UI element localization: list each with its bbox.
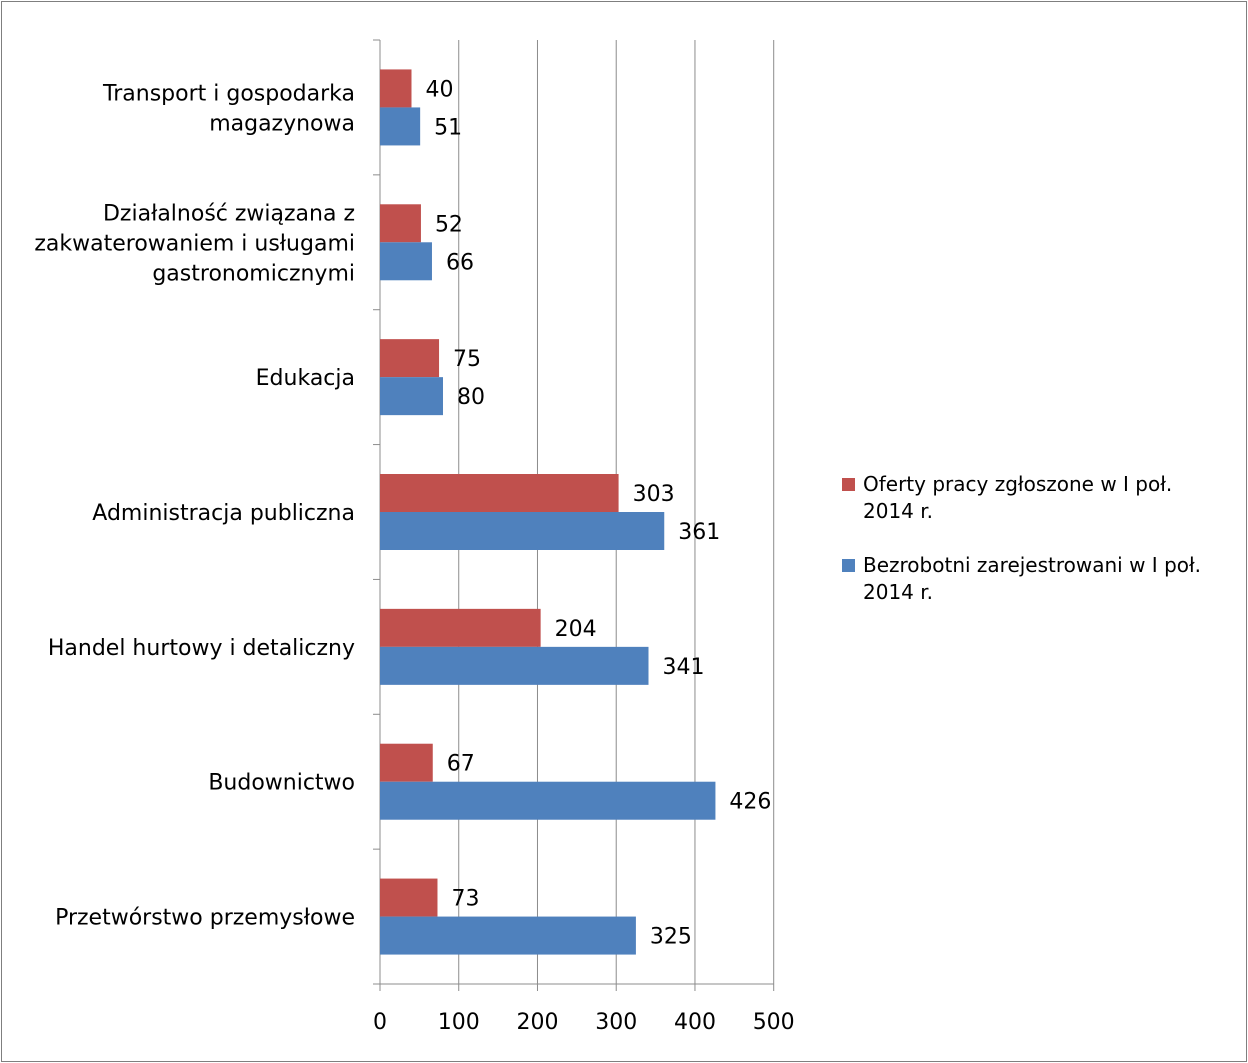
data-label: 75 [453, 347, 481, 372]
legend-swatch-bezrobotni [842, 559, 855, 572]
bar-bezrobotni [380, 781, 716, 820]
bar-bezrobotni [380, 242, 432, 281]
data-label: 66 [446, 250, 474, 275]
data-label: 73 [451, 887, 479, 912]
x-tick-label: 100 [438, 1010, 480, 1035]
category-label: Budownictwo [208, 771, 355, 796]
x-tick-label: 500 [753, 1010, 795, 1035]
legend-label-bezrobotni: Bezrobotni zarejestrowani w I poł. 2014 r… [863, 553, 1201, 604]
bar-oferty [380, 743, 433, 782]
bar-oferty [380, 69, 412, 108]
legend-swatch-oferty [842, 478, 855, 491]
data-label: 426 [729, 790, 771, 815]
category-label: Działalność związana z zakwaterowaniem i … [34, 201, 355, 286]
legend-label-oferty: Oferty pracy zgłoszone w I poł. 2014 r. [863, 472, 1172, 523]
bar-bezrobotni [380, 916, 636, 955]
x-tick-label: 0 [373, 1010, 387, 1035]
data-label: 51 [434, 115, 462, 140]
data-label: 52 [435, 212, 463, 237]
x-tick-label: 200 [516, 1010, 558, 1035]
category-label: Edukacja [256, 366, 355, 391]
bar-oferty [380, 608, 541, 647]
category-label: Administracja publiczna [92, 501, 355, 526]
x-tick-label: 400 [674, 1010, 716, 1035]
data-label: 303 [633, 482, 675, 507]
data-label: 40 [425, 77, 453, 102]
bar-oferty [380, 878, 438, 917]
bar-bezrobotni [380, 646, 649, 685]
x-tick-label: 300 [595, 1010, 637, 1035]
bar-bezrobotni [380, 512, 665, 550]
bar-oferty [380, 204, 421, 243]
category-label: Przetwórstwo przemysłowe [55, 906, 355, 931]
bar-bezrobotni [380, 107, 421, 146]
data-label: 80 [457, 385, 485, 410]
bar-oferty [380, 339, 440, 378]
category-label: Transport i gospodarka magazynowa [102, 81, 355, 136]
data-label: 361 [678, 520, 720, 545]
data-label: 204 [555, 617, 597, 642]
data-label: 341 [663, 655, 705, 680]
data-label: 67 [447, 752, 475, 777]
bar-oferty [380, 474, 619, 512]
category-label: Handel hurtowy i detaliczny [48, 636, 355, 661]
bar-bezrobotni [380, 377, 443, 416]
data-label: 325 [650, 925, 692, 950]
